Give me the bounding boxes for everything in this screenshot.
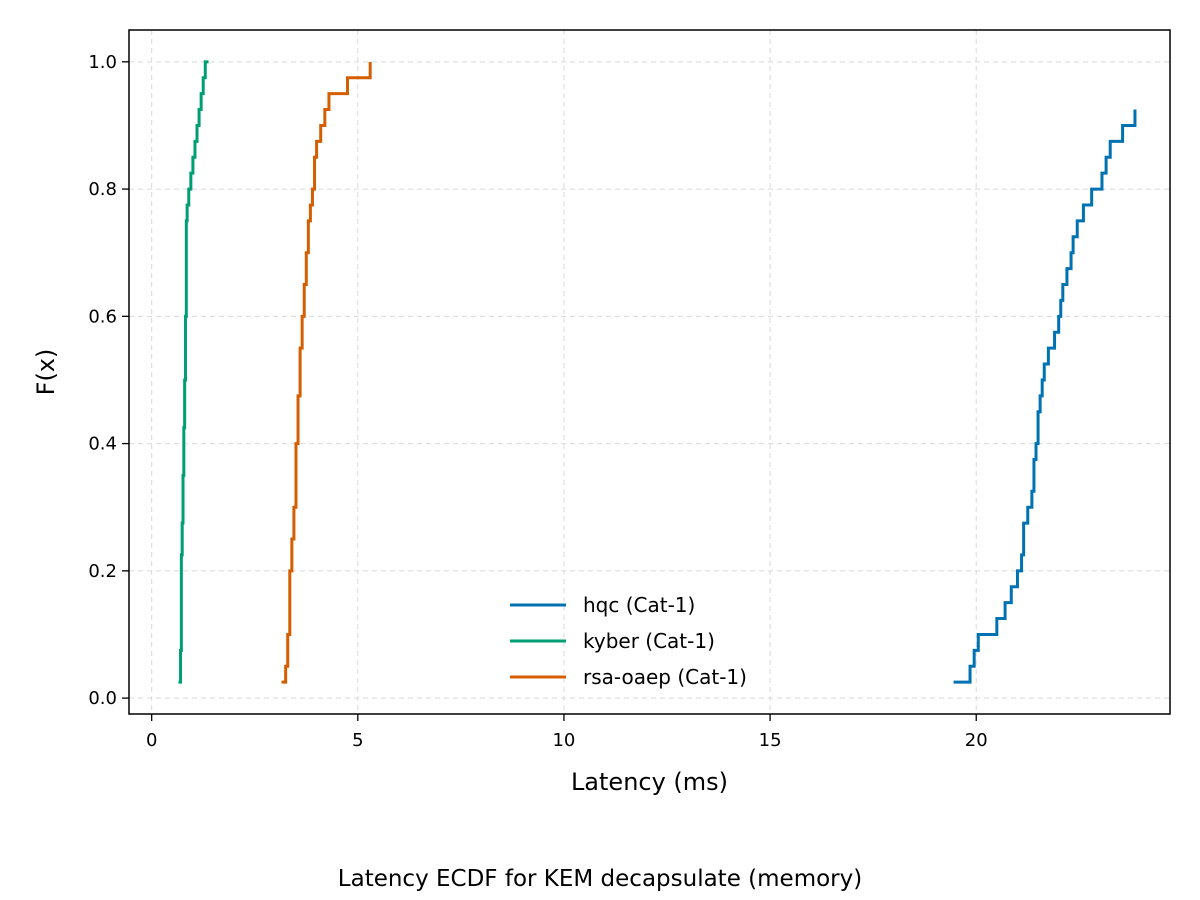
legend-label: rsa-oaep (Cat-1) xyxy=(583,665,747,689)
y-tick-label: 0.2 xyxy=(88,561,117,582)
y-tick-label: 1.0 xyxy=(88,52,117,73)
x-tick-label: 10 xyxy=(552,730,575,751)
y-tick-label: 0.6 xyxy=(88,306,117,327)
y-axis-label: F(x) xyxy=(32,349,60,396)
y-tick-label: 0.8 xyxy=(88,179,117,200)
x-tick-label: 20 xyxy=(965,730,988,751)
legend-label: kyber (Cat-1) xyxy=(583,629,715,653)
y-tick-label: 0.4 xyxy=(88,434,117,455)
series-line-2 xyxy=(178,60,209,684)
y-tick-label: 0.0 xyxy=(88,688,117,709)
series-line-3 xyxy=(281,61,372,684)
legend: hqc (Cat-1) kyber (Cat-1) rsa-oaep (Cat-1) xyxy=(510,593,747,689)
x-axis-label: Latency (ms) xyxy=(571,768,728,796)
plot-frame xyxy=(128,29,1171,715)
legend-label: hqc (Cat-1) xyxy=(583,593,695,617)
series-layer xyxy=(178,60,1137,684)
x-tick-label: 15 xyxy=(759,730,782,751)
ticks-layer: 0 5 10 15 20 0.0 0.2 0.4 0.6 0.8 1.0 xyxy=(88,52,987,751)
x-tick-label: 0 xyxy=(146,730,157,751)
x-tick-label: 5 xyxy=(352,730,363,751)
figure-caption: Latency ECDF for KEM decapsulate (memory… xyxy=(337,866,863,892)
series-line-1 xyxy=(953,109,1137,684)
